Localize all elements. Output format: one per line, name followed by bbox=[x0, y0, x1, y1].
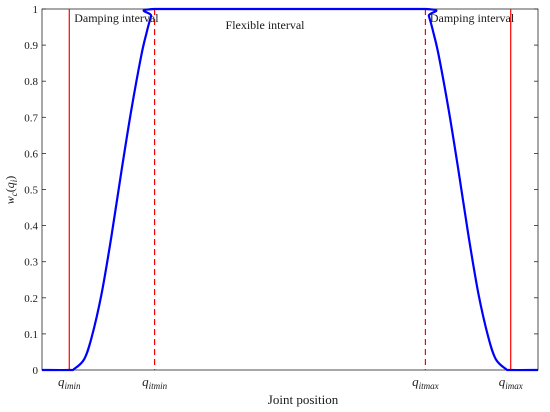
marker-label-main: q bbox=[412, 374, 419, 389]
y-label-q: q bbox=[3, 182, 17, 188]
marker-label-main: q bbox=[58, 374, 65, 389]
marker-label-itmin: qitmin bbox=[142, 374, 168, 391]
y-tick-label: 0.1 bbox=[24, 329, 38, 341]
y-axis-label: wc(qi) bbox=[3, 176, 19, 205]
annotation-2: Damping interval bbox=[430, 11, 515, 25]
marker-label-sub: itmin bbox=[149, 381, 168, 391]
y-label-sub-c: c bbox=[9, 192, 19, 196]
marker-label-sub: itmax bbox=[419, 381, 439, 391]
y-tick-label: 0.4 bbox=[24, 221, 38, 233]
marker-label-sub: imin bbox=[65, 381, 82, 391]
x-marker-labels: qimin qitmin qitmax qimax bbox=[58, 374, 523, 391]
y-tick-label: 0.8 bbox=[24, 76, 38, 88]
series-line-0 bbox=[41, 7, 539, 372]
svg-text:wc(qi): wc(qi) bbox=[3, 176, 19, 205]
series-lines bbox=[41, 7, 539, 372]
interval-markers bbox=[68, 9, 512, 370]
y-tick-label: 0.9 bbox=[24, 40, 38, 52]
annotation-1: Flexible interval bbox=[226, 18, 306, 32]
y-tick-label: 0.2 bbox=[24, 293, 38, 305]
marker-label-imin: qimin bbox=[58, 374, 81, 391]
y-tick-labels: 0 0.1 0.2 0.3 0.4 0.5 0.6 0.7 0.8 0.9 1 bbox=[24, 4, 38, 377]
marker-label-main: q bbox=[499, 374, 506, 389]
marker-label-main: q bbox=[142, 374, 149, 389]
y-label-sub-i: i bbox=[9, 179, 19, 182]
annotations: Damping interval Flexible interval Damping… bbox=[74, 11, 515, 32]
y-tick-label: 0.5 bbox=[24, 185, 38, 197]
y-tick-label: 1 bbox=[33, 4, 39, 16]
y-label-w: w bbox=[3, 196, 17, 204]
annotation-0: Damping interval bbox=[74, 11, 159, 25]
y-tick-label: 0.7 bbox=[24, 112, 38, 124]
marker-label-sub: imax bbox=[505, 381, 522, 391]
y-tick-label: 0.3 bbox=[24, 257, 38, 269]
x-axis-label: Joint position bbox=[268, 392, 339, 407]
marker-label-imax: qimax bbox=[499, 374, 523, 391]
y-tick-label: 0 bbox=[33, 365, 39, 377]
marker-label-itmax: qitmax bbox=[412, 374, 439, 391]
axes-frame bbox=[41, 8, 539, 371]
plot-frame bbox=[41, 8, 539, 371]
y-tick-label: 0.6 bbox=[24, 148, 38, 160]
